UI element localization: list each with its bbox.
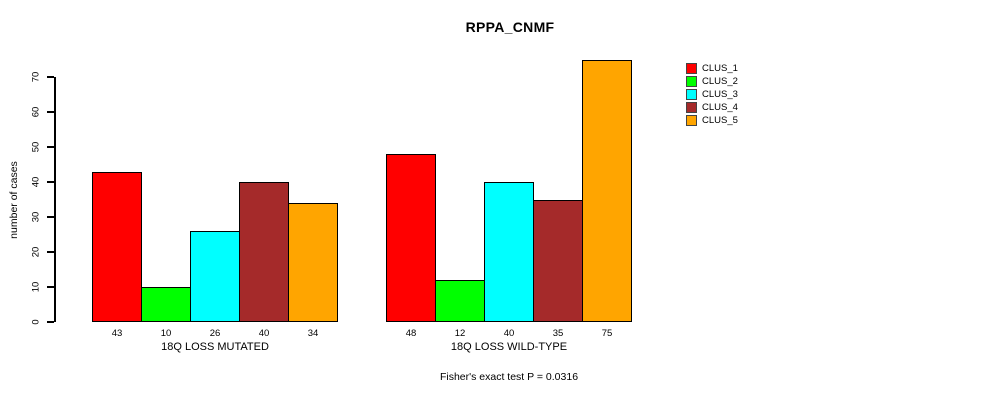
y-axis-tick [47,286,54,288]
y-tick-label: 10 [30,281,42,293]
legend: CLUS_1 CLUS_2 CLUS_3 CLUS_4 CLUS_5 [686,62,738,127]
group-label-mutated: 18Q LOSS MUTATED [161,341,269,353]
bar-value-label: 10 [160,328,172,339]
bar [582,59,632,322]
y-axis-tick [47,251,54,253]
y-tick-label: 60 [30,106,42,118]
legend-item: CLUS_4 [686,101,738,114]
legend-item: CLUS_2 [686,75,738,88]
bar [239,182,289,322]
y-axis-tick [47,216,54,218]
bar [484,182,534,322]
chart-title: RPPA_CNMF [465,19,555,35]
y-axis-line [54,77,56,322]
bar [141,287,191,322]
y-tick-label: 0 [30,319,42,325]
bar-value-label: 12 [454,328,466,339]
y-axis-tick [47,76,54,78]
bar [190,231,240,322]
legend-label: CLUS_1 [702,63,738,74]
legend-swatch [686,115,697,126]
legend-swatch [686,89,697,100]
group-label-wildtype: 18Q LOSS WILD-TYPE [450,341,568,353]
legend-item: CLUS_1 [686,62,738,75]
fisher-test-caption: Fisher's exact test P = 0.0316 [439,371,579,383]
legend-label: CLUS_3 [702,89,738,100]
y-tick-label: 20 [30,246,42,258]
bar-value-label: 40 [503,328,515,339]
y-tick-label: 40 [30,176,42,188]
legend-swatch [686,76,697,87]
y-tick-label: 50 [30,141,42,153]
legend-item: CLUS_3 [686,88,738,101]
bar-value-label: 48 [405,328,417,339]
y-axis-tick [47,111,54,113]
legend-swatch [686,102,697,113]
bar-value-label: 75 [601,328,613,339]
bar [435,280,485,322]
bar-value-label: 35 [552,328,564,339]
legend-swatch [686,63,697,74]
bar [533,199,583,322]
y-axis-tick [47,181,54,183]
bar-value-label: 26 [209,328,221,339]
legend-label: CLUS_4 [702,102,738,113]
legend-label: CLUS_5 [702,115,738,126]
y-tick-label: 30 [30,211,42,223]
bar [92,171,142,322]
y-axis-tick [47,146,54,148]
bar-value-label: 34 [307,328,319,339]
legend-label: CLUS_2 [702,76,738,87]
bar-value-label: 43 [111,328,123,339]
legend-item: CLUS_5 [686,114,738,127]
y-axis-tick [47,321,54,323]
bar [386,154,436,322]
bar-value-label: 40 [258,328,270,339]
y-tick-label: 70 [30,71,42,83]
bar [288,203,338,322]
